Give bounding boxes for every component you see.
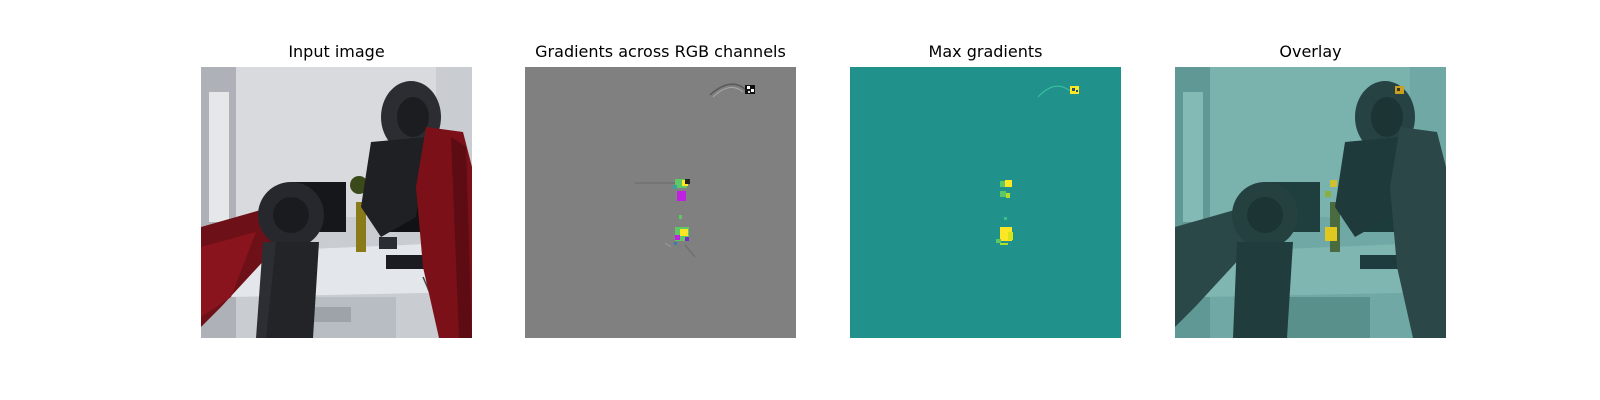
panel-title: Overlay [1279, 42, 1342, 61]
max-gradients-image [850, 67, 1121, 338]
input-image [201, 67, 472, 338]
panel-title: Max gradients [928, 42, 1043, 61]
rgb-gradients-image [525, 67, 796, 338]
panel-title: Gradients across RGB channels [535, 42, 786, 61]
overlay-image [1175, 67, 1446, 338]
panel-title: Input image [288, 42, 385, 61]
